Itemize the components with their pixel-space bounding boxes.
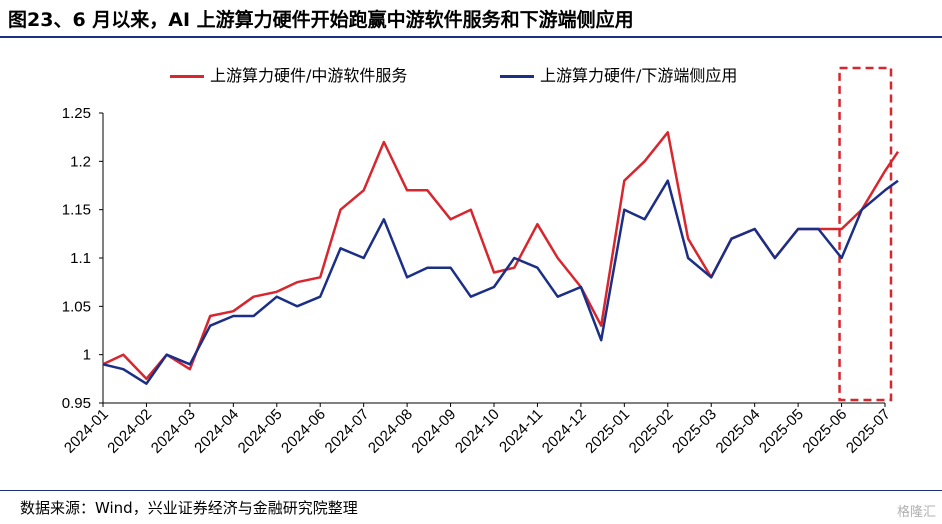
- x-tick-label: 2025-07: [843, 406, 894, 457]
- x-tick-label: 2025-01: [582, 406, 633, 457]
- legend-item-series-2: 上游算力硬件/下游端侧应用: [500, 62, 737, 86]
- x-tick-label: 2024-09: [408, 406, 459, 457]
- x-tick-label: 2024-08: [365, 406, 416, 457]
- x-tick-label: 2024-01: [61, 406, 112, 457]
- chart-title: 图23、6 月以来，AI 上游算力硬件开始跑赢中游软件服务和下游端侧应用: [8, 9, 634, 31]
- x-tick-label: 2024-10: [452, 406, 503, 457]
- x-tick-label: 2025-06: [799, 406, 850, 457]
- y-tick-label: 1: [83, 347, 91, 364]
- x-tick-label: 2024-05: [235, 406, 286, 457]
- legend-swatch-series-1: [170, 75, 204, 78]
- y-tick-label: 1.1: [70, 250, 91, 267]
- legend-swatch-series-2: [500, 75, 534, 78]
- legend-label-series-1: 上游算力硬件/中游软件服务: [210, 66, 408, 85]
- x-tick-label: 2024-02: [104, 406, 155, 457]
- x-tick-label: 2024-04: [191, 406, 242, 457]
- y-tick-label: 1.2: [70, 153, 91, 170]
- x-tick-label: 2024-06: [278, 406, 329, 457]
- x-tick-label: 2024-12: [539, 406, 590, 457]
- x-tick-label: 2025-03: [669, 406, 720, 457]
- y-tick-label: 1.25: [62, 105, 91, 122]
- highlight-box: [838, 66, 893, 402]
- watermark: 格隆汇: [896, 505, 936, 520]
- series-line-1: [102, 131, 900, 381]
- y-tick-label: 1.15: [62, 202, 91, 219]
- y-tick-label: 1.05: [62, 298, 91, 315]
- source-note: 数据来源：Wind，兴业证券经济与金融研究院整理: [20, 499, 358, 517]
- y-tick-label: 0.95: [62, 395, 91, 412]
- x-tick-label: 2025-05: [756, 406, 807, 457]
- x-tick-label: 2025-04: [713, 406, 764, 457]
- x-tick-label: 2024-07: [322, 406, 373, 457]
- x-tick-label: 2025-02: [626, 406, 677, 457]
- x-tick-label: 2024-11: [496, 406, 546, 456]
- legend-item-series-1: 上游算力硬件/中游软件服务: [170, 62, 407, 86]
- x-tick-label: 2024-03: [148, 406, 199, 457]
- source-divider: [0, 490, 942, 491]
- legend-label-series-2: 上游算力硬件/下游端侧应用: [540, 66, 738, 85]
- series-line-2: [102, 179, 899, 385]
- title-divider: [0, 36, 942, 38]
